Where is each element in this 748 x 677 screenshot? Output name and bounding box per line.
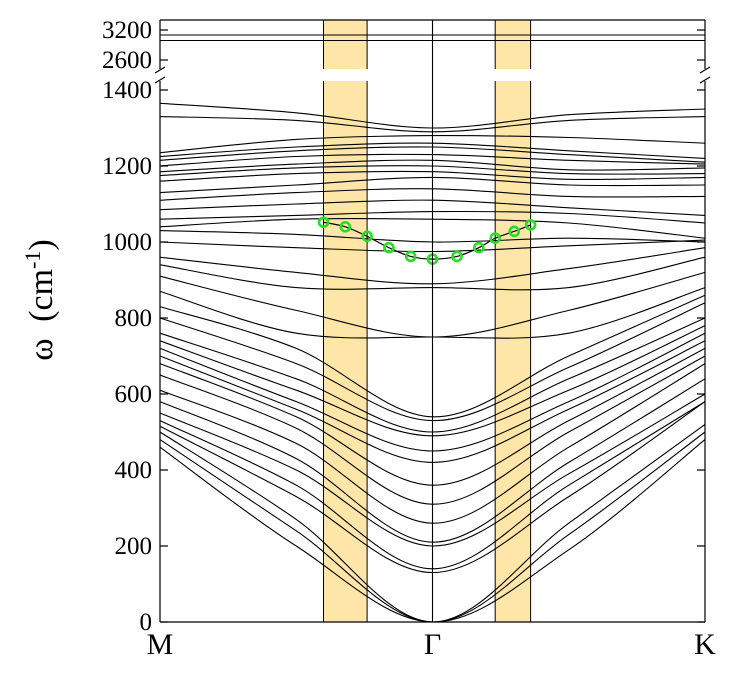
y-lower-tick-label-2: 400 bbox=[115, 457, 153, 484]
highlight-band-1 bbox=[494, 19, 532, 623]
mode-point-8 bbox=[489, 232, 501, 244]
x-tick-label-0: M bbox=[147, 628, 174, 661]
y-axis-unit-sup: -1 bbox=[20, 251, 45, 269]
mode-point-7 bbox=[473, 241, 485, 254]
mode-point-1 bbox=[339, 221, 352, 233]
y-lower-tick-label-5: 1000 bbox=[102, 229, 152, 256]
break-mark-b-0 bbox=[154, 76, 166, 84]
y-axis-unit-close: ) bbox=[23, 239, 60, 250]
mode-point-3 bbox=[383, 241, 395, 254]
tick-layer: M Γ K 0 200 400 600 800 1000 1200 1400 2600 3200 bbox=[102, 17, 716, 661]
break-mark-a-0 bbox=[154, 66, 166, 74]
y-axis-title: ω (cm-1) bbox=[20, 239, 60, 360]
y-upper-tick-label-0: 2600 bbox=[102, 47, 152, 74]
y-upper-tick-label-1: 3200 bbox=[102, 17, 152, 44]
y-lower-tick-label-0: 0 bbox=[140, 609, 153, 636]
mode-point-9 bbox=[508, 225, 521, 238]
mode-point-4 bbox=[404, 250, 417, 263]
y-axis-symbol: ω bbox=[23, 338, 60, 360]
y-lower-tick-label-4: 800 bbox=[115, 305, 153, 332]
x-tick-label-1: Γ bbox=[424, 628, 441, 661]
break-mark-b-1 bbox=[699, 76, 711, 84]
x-tick-label-2: K bbox=[694, 628, 716, 661]
y-lower-tick-label-7: 1400 bbox=[102, 77, 152, 104]
mode-point-0 bbox=[317, 216, 330, 229]
y-axis-unit-open: (cm bbox=[23, 269, 60, 322]
mode-point-2 bbox=[361, 230, 373, 243]
highlight-band-0 bbox=[323, 19, 368, 623]
y-lower-tick-label-3: 600 bbox=[115, 381, 153, 408]
y-lower-tick-label-1: 200 bbox=[115, 533, 153, 560]
highlight-bands bbox=[323, 19, 532, 623]
break-mark-a-1 bbox=[699, 66, 711, 74]
mode-point-10 bbox=[524, 219, 537, 231]
y-lower-tick-label-6: 1200 bbox=[102, 153, 152, 180]
mode-point-6 bbox=[451, 250, 463, 263]
